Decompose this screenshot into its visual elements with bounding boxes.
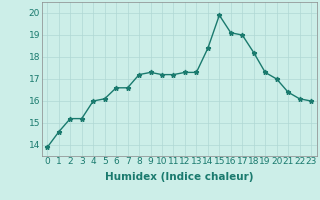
X-axis label: Humidex (Indice chaleur): Humidex (Indice chaleur) [105,172,253,182]
